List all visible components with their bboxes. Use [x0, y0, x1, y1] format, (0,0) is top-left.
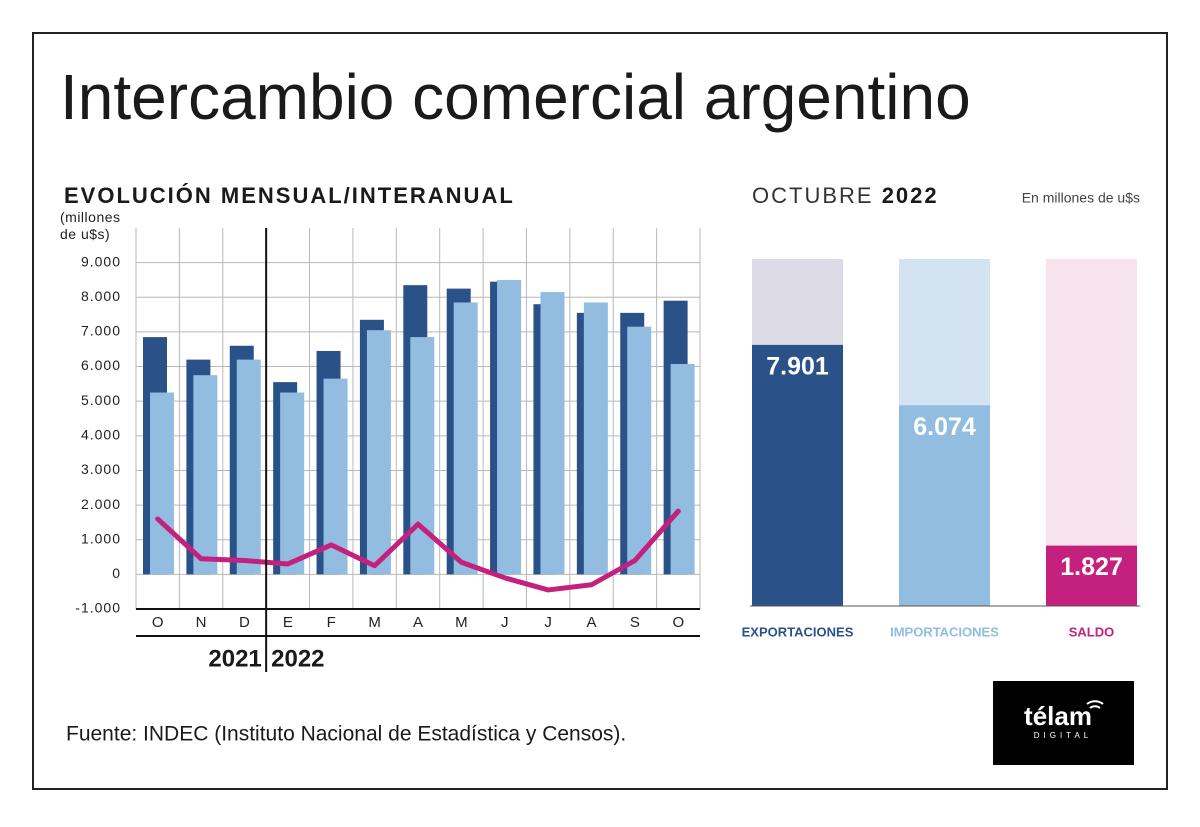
bar — [280, 392, 305, 575]
value-label: 7.901 — [766, 353, 829, 381]
y-tick-label: 1.000 — [81, 530, 121, 546]
x-tick-label: O — [152, 614, 164, 631]
bar — [497, 279, 522, 575]
bar — [627, 326, 652, 575]
chart-title: OCTUBRE 2022 — [752, 183, 939, 208]
logo-icon — [1086, 700, 1104, 709]
category-label: SALDO — [1069, 624, 1115, 639]
value-label: 1.827 — [1060, 553, 1123, 581]
bar — [752, 344, 843, 606]
chart-title-year: 2022 — [882, 183, 939, 208]
bar — [899, 405, 990, 606]
x-tick-label: N — [196, 614, 207, 631]
category-label: IMPORTACIONES — [890, 624, 999, 639]
x-tick-label: S — [630, 614, 640, 631]
bar — [366, 330, 391, 575]
x-tick-label: A — [413, 614, 423, 631]
bar — [323, 378, 348, 575]
x-tick-label: M — [455, 614, 468, 631]
logo-box — [993, 681, 1134, 765]
bar — [583, 302, 608, 575]
x-tick-label: O — [672, 614, 684, 631]
year-label: 2021 — [208, 645, 261, 672]
chart-title: EVOLUCIÓN MENSUAL/INTERANUAL — [64, 183, 515, 208]
logo-sub: DIGITAL — [1034, 731, 1093, 740]
x-tick-label: D — [239, 614, 250, 631]
bar — [410, 337, 435, 575]
y-tick-label: 9.000 — [81, 253, 121, 269]
x-tick-label: J — [544, 614, 552, 631]
y-tick-label: 3.000 — [81, 461, 121, 477]
bar — [193, 375, 218, 575]
year-label: 2022 — [271, 645, 324, 672]
y-tick-label: -1.000 — [75, 600, 121, 616]
unit-note: En millones de u$s — [1022, 190, 1140, 206]
balance-line — [155, 508, 681, 593]
bar — [1046, 545, 1137, 606]
value-label: 6.074 — [913, 413, 976, 441]
chart-title-month: OCTUBRE — [752, 183, 874, 208]
y-tick-label: 2.000 — [81, 496, 121, 512]
x-tick-label: E — [283, 614, 293, 631]
bar — [453, 302, 478, 575]
y-axis-label: (millones de u$s) — [60, 209, 121, 242]
y-tick-label: 5.000 — [81, 392, 121, 408]
x-tick-label: A — [587, 614, 597, 631]
bar — [670, 363, 695, 575]
bar — [540, 292, 565, 575]
category-label: EXPORTACIONES — [742, 624, 854, 639]
source: Fuente: INDEC (Instituto Nacional de Est… — [66, 723, 626, 746]
bar — [236, 359, 261, 575]
x-tick-label: J — [501, 614, 509, 631]
x-tick-label: F — [327, 614, 336, 631]
y-tick-label: 7.000 — [81, 323, 121, 339]
x-tick-label: M — [368, 614, 381, 631]
page-title: Intercambio comercial argentino — [60, 61, 971, 133]
bar — [150, 392, 174, 575]
y-tick-label: 8.000 — [81, 288, 121, 304]
logo-name: télam — [1024, 701, 1092, 731]
y-tick-label: 0 — [112, 565, 121, 581]
y-tick-label: 6.000 — [81, 357, 121, 373]
y-tick-label: 4.000 — [81, 427, 121, 443]
